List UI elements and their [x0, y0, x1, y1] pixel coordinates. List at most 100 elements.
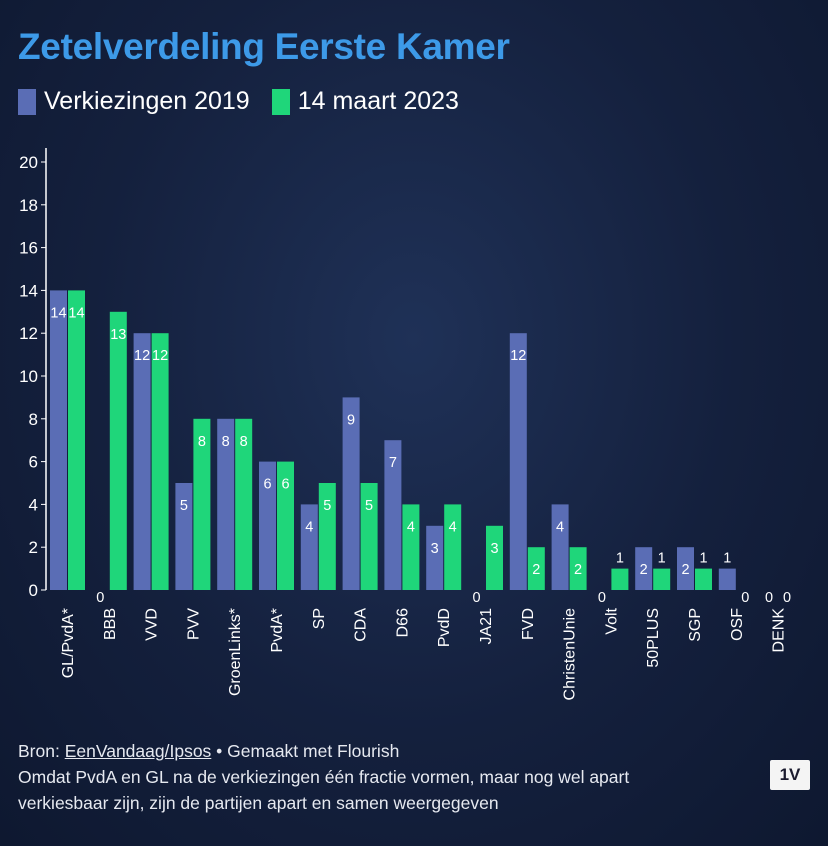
brand-logo: 1V — [770, 760, 810, 790]
made-with-text: • Gemaakt met Flourish — [211, 741, 400, 761]
bar-2019 — [133, 333, 151, 590]
note-line-1: Omdat PvdA en GL na de verkiezingen één … — [18, 767, 630, 787]
y-tick-label: 2 — [29, 538, 38, 557]
data-label: 4 — [556, 519, 564, 535]
x-tick-label: FVD — [520, 608, 537, 640]
data-label: 12 — [134, 348, 150, 364]
data-label: 9 — [347, 412, 355, 428]
x-tick-label: VVD — [144, 608, 161, 641]
x-tick-label: GL/PvdA* — [60, 608, 77, 678]
data-label: 7 — [389, 455, 397, 471]
data-label: 1 — [723, 551, 731, 567]
y-tick-label: 16 — [19, 239, 38, 258]
source-link[interactable]: EenVandaag/Ipsos — [64, 741, 212, 761]
data-label: 8 — [198, 434, 206, 450]
data-label: 14 — [50, 305, 66, 321]
y-tick-label: 0 — [29, 581, 38, 600]
legend-label-2019: Verkiezingen 2019 — [44, 87, 250, 115]
bar-2023 — [695, 568, 712, 590]
legend-item-2019: Verkiezingen 2019 — [18, 87, 250, 116]
chart-title: Zetelverdeling Eerste Kamer — [18, 26, 510, 67]
bar-2019 — [509, 333, 527, 590]
data-label: 8 — [240, 434, 248, 450]
data-label: 0 — [765, 590, 773, 606]
data-label: 2 — [681, 562, 689, 578]
footer: Bron: EenVandaag/Ipsos • Gemaakt met Flo… — [18, 738, 629, 816]
legend-swatch-2019 — [18, 88, 36, 115]
x-tick-label: CDA — [353, 608, 370, 642]
data-label: 5 — [180, 498, 188, 514]
bar-2023 — [611, 568, 629, 590]
data-label: 6 — [281, 477, 289, 493]
bar-2019 — [384, 440, 402, 590]
legend-item-2023: 14 maart 2023 — [271, 87, 459, 116]
x-tick-label: OSF — [729, 608, 746, 641]
data-label: 12 — [510, 348, 526, 364]
bar-2023 — [653, 568, 671, 590]
bar-2019 — [50, 290, 67, 590]
x-tick-label: 50PLUS — [645, 608, 662, 668]
y-tick-label: 14 — [19, 281, 38, 300]
bar-2023 — [402, 504, 420, 590]
bar-2019 — [342, 397, 360, 590]
bar-2019 — [217, 418, 235, 590]
data-label: 1 — [658, 551, 666, 567]
data-label: 13 — [110, 327, 126, 343]
x-tick-label: JA21 — [478, 608, 495, 645]
bar-2019 — [635, 547, 653, 590]
y-tick-label: 18 — [19, 196, 38, 215]
data-label: 4 — [449, 519, 457, 535]
legend: Verkiezingen 2019 14 maart 2023 — [18, 87, 481, 116]
data-label: 4 — [407, 519, 415, 535]
x-tick-label: BBB — [102, 608, 119, 640]
data-label: 0 — [96, 590, 104, 606]
x-tick-label: ChristenUnie — [562, 608, 579, 701]
bar-2023 — [444, 504, 462, 590]
x-tick-label: D66 — [394, 608, 411, 637]
bar-2019 — [677, 547, 694, 590]
x-tick-label: DENK — [771, 608, 788, 653]
bar-2023 — [193, 418, 211, 590]
bar-2019 — [175, 483, 193, 590]
data-label: 0 — [598, 590, 606, 606]
bar-2023 — [569, 547, 587, 590]
data-label: 1 — [699, 551, 707, 567]
x-tick-label: Volt — [603, 607, 620, 634]
data-label: 3 — [431, 541, 439, 557]
x-tick-label: PvdD — [436, 608, 453, 647]
x-tick-label: SGP — [687, 608, 704, 642]
bar-2023 — [68, 290, 85, 590]
x-tick-label: PvdA* — [269, 608, 286, 652]
bar-2023 — [360, 483, 378, 590]
y-tick-label: 6 — [29, 453, 38, 472]
bar-2023 — [235, 418, 253, 590]
data-label: 12 — [152, 348, 168, 364]
data-label: 5 — [323, 498, 331, 514]
bar-2019 — [259, 461, 276, 590]
x-tick-label: SP — [311, 608, 328, 629]
note-line-2: verkiesbaar zijn, zijn de partijen apart… — [18, 793, 499, 813]
data-label: 1 — [616, 551, 624, 567]
data-label: 0 — [783, 590, 791, 606]
data-label: 5 — [365, 498, 373, 514]
data-label: 6 — [263, 477, 271, 493]
legend-swatch-2023 — [271, 88, 290, 115]
y-tick-label: 10 — [19, 367, 38, 386]
source-line: Bron: EenVandaag/Ipsos • Gemaakt met Flo… — [18, 738, 629, 764]
bar-2019 — [718, 568, 736, 590]
x-tick-label: PVV — [185, 608, 202, 640]
legend-label-2023: 14 maart 2023 — [297, 87, 459, 115]
bar-2023 — [277, 461, 294, 590]
bar-2023 — [527, 547, 545, 590]
bar-2023 — [318, 483, 336, 590]
x-tick-label: GroenLinks* — [227, 608, 244, 696]
data-label: 14 — [68, 305, 84, 321]
source-prefix: Bron: — [18, 741, 65, 761]
data-label: 2 — [532, 562, 540, 578]
data-label: 2 — [574, 562, 582, 578]
bar-2023 — [151, 333, 169, 590]
bar-2019 — [551, 504, 569, 590]
data-label: 0 — [741, 590, 749, 606]
y-tick-label: 12 — [19, 324, 38, 343]
